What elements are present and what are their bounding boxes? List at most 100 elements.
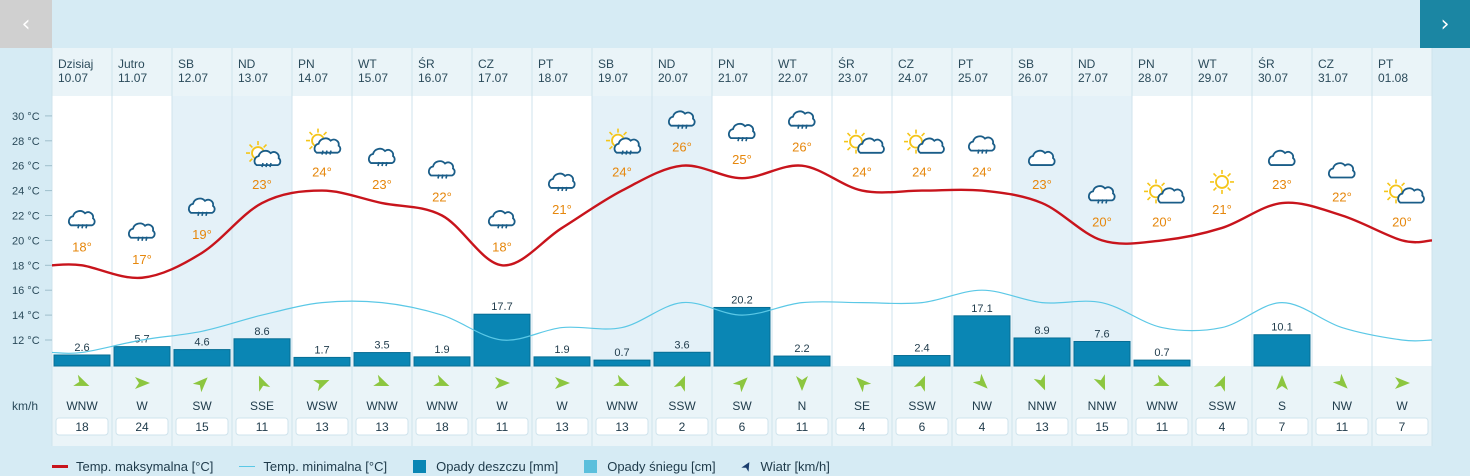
wind-speed-label: 2	[679, 420, 686, 434]
max-temp-label: 18°	[72, 239, 92, 254]
wind-speed-box	[295, 417, 349, 436]
rain-drop	[805, 124, 808, 129]
wind-arrow-icon	[972, 373, 988, 389]
sun-cloud-icon	[1144, 179, 1185, 204]
legend-item[interactable]: Opady śniegu [cm]	[584, 459, 716, 474]
day-name: PT	[958, 57, 974, 71]
rain-cloud-icon	[668, 110, 696, 129]
rain-drop	[141, 236, 144, 241]
legend-label: Wiatr [km/h]	[760, 458, 830, 474]
sun-ray	[861, 132, 866, 137]
wind-speed-box	[1375, 417, 1429, 436]
rain-drop	[557, 186, 560, 192]
cloud-shape	[548, 172, 576, 189]
wind-arrow-icon	[1395, 377, 1410, 389]
max-temp-label: 19°	[192, 227, 212, 242]
cloud-icon	[1328, 162, 1356, 179]
wind-speed-box	[1315, 417, 1369, 436]
rain-drop	[501, 224, 504, 229]
sun-icon	[1210, 169, 1234, 194]
wind-speed-box	[1135, 417, 1189, 436]
day-date: 19.07	[598, 71, 628, 85]
y-tick-label: 18 °C	[12, 260, 40, 272]
wind-speed-label: 15	[1095, 420, 1109, 434]
wind-speed-box	[595, 417, 649, 436]
wind-arrow-shape	[192, 377, 208, 393]
rain-drop	[737, 136, 740, 142]
wind-speed-box	[175, 417, 229, 436]
forecast-header-strip	[52, 0, 1420, 48]
day-name: WT	[358, 57, 377, 71]
rain-drop	[977, 149, 980, 154]
sun-ray	[248, 158, 253, 163]
max-temp-label: 24°	[852, 165, 872, 180]
wind-arrow-shape	[313, 379, 330, 392]
rain-drop	[265, 162, 268, 168]
rain-drop	[445, 174, 448, 179]
next-arrow-button[interactable]: ›	[1420, 0, 1470, 48]
wind-direction-label: SSE	[250, 399, 274, 413]
rain-bar	[653, 351, 711, 367]
rain-drop	[377, 161, 380, 167]
wind-arrow-icon	[1033, 374, 1046, 391]
wind-arrow-icon: ➤	[737, 457, 757, 475]
legend-item[interactable]: ➤ Wiatr [km/h]	[738, 458, 830, 475]
wind-speed-label: 7	[1399, 420, 1406, 434]
sun-ray	[1161, 182, 1166, 187]
wind-direction-label: N	[798, 399, 807, 413]
rain-bar	[53, 354, 111, 367]
rain-drop	[85, 224, 88, 229]
rain-bar	[1073, 340, 1131, 367]
sun-ray	[1212, 187, 1217, 192]
rain-cloud-icon	[68, 210, 96, 229]
wind-arrow-shape	[135, 377, 150, 389]
rain-value-label: 1.7	[314, 344, 329, 356]
wind-arrow-icon	[1213, 375, 1226, 392]
sun-ray	[1386, 196, 1391, 201]
wind-arrow-icon	[373, 374, 390, 387]
y-tick-label: 14 °C	[12, 310, 40, 322]
rain-drop	[385, 161, 388, 167]
wind-speed-label: 18	[435, 420, 449, 434]
rain-swatch	[413, 459, 427, 473]
rain-value-label: 0.7	[614, 347, 629, 359]
day-name: SB	[598, 57, 614, 71]
sun-ray	[1401, 182, 1406, 187]
rain-drop	[1101, 199, 1104, 204]
rain-drop	[797, 124, 800, 129]
wind-arrow-shape	[1093, 374, 1106, 391]
wind-direction-label: WNW	[426, 399, 458, 413]
day-date: 18.07	[538, 71, 568, 85]
cloud-shape	[1157, 187, 1185, 204]
legend-item[interactable]: Opady deszczu [mm]	[413, 459, 558, 474]
rain-bar	[173, 349, 231, 367]
day-name: SB	[178, 57, 194, 71]
cloud-shape	[917, 137, 945, 154]
wind-speed-box	[775, 417, 829, 436]
sun-ray	[921, 132, 926, 137]
weekend-shade	[172, 96, 232, 366]
rain-bar	[1013, 337, 1071, 367]
wind-direction-label: SSW	[1208, 399, 1236, 413]
sun-ray	[1146, 196, 1151, 201]
y-tick-label: 20 °C	[12, 235, 40, 247]
sun-ray	[1386, 182, 1391, 187]
wind-arrow-icon	[732, 377, 748, 393]
rain-value-label: 4.6	[194, 337, 209, 349]
day-name: PN	[718, 57, 735, 71]
max-temp-label: 23°	[1032, 177, 1052, 192]
wind-speed-label: 6	[739, 420, 746, 434]
max-temp-label: 22°	[1332, 190, 1352, 205]
legend-item[interactable]: Temp. minimalna [°C]	[239, 459, 387, 474]
cloud-shape	[488, 210, 516, 227]
rain-value-label: 2.2	[794, 343, 809, 355]
legend-item[interactable]: Temp. maksymalna [°C]	[52, 459, 213, 474]
day-date: 14.07	[298, 71, 328, 85]
day-name: CZ	[898, 57, 914, 71]
day-date: 17.07	[478, 71, 508, 85]
wind-arrow-icon	[495, 377, 510, 389]
wind-arrow-icon	[1093, 374, 1106, 391]
wind-speed-box	[235, 417, 289, 436]
prev-arrow-button[interactable]: ‹	[0, 0, 52, 48]
wind-arrow-shape	[673, 375, 686, 392]
